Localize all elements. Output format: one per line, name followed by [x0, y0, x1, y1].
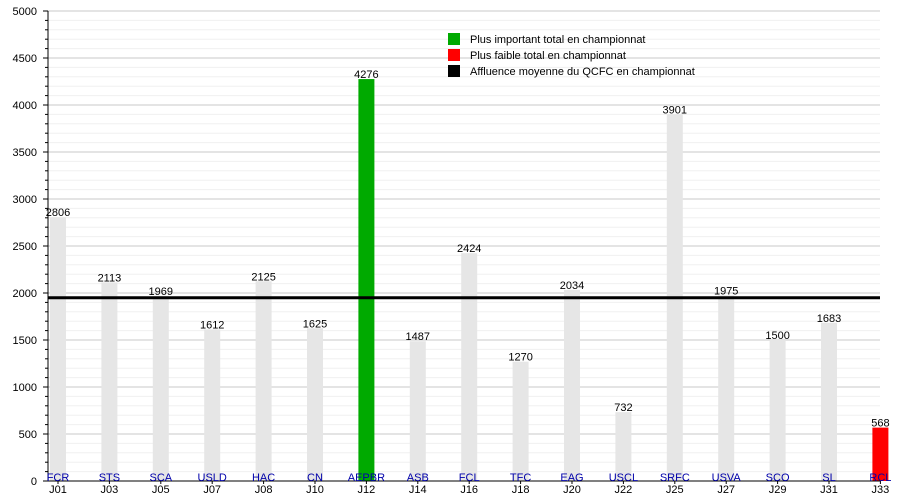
team-label: RCL — [869, 472, 891, 484]
matchday-label: J33 — [872, 484, 890, 496]
matchday-label: J25 — [666, 484, 684, 496]
value-label: 568 — [871, 418, 889, 430]
team-label: CN — [307, 472, 323, 484]
bar-j14 — [409, 341, 426, 481]
matchday-label: J20 — [563, 484, 581, 496]
matchday-label: J01 — [49, 484, 67, 496]
team-label: STS — [99, 472, 120, 484]
team-label: FCL — [459, 472, 480, 484]
value-label: 1975 — [714, 285, 738, 297]
team-label: FCR — [47, 472, 70, 484]
legend-label: Affluence moyenne du QCFC en championnat — [470, 66, 695, 78]
matchday-label: J05 — [152, 484, 170, 496]
value-label: 4276 — [354, 69, 378, 81]
matchday-label: J22 — [615, 484, 633, 496]
bar-j31 — [821, 322, 837, 481]
matchday-label: J31 — [820, 484, 838, 496]
team-label: SRFC — [660, 472, 690, 484]
matchday-label: J10 — [306, 484, 324, 496]
bar-j22 — [615, 412, 632, 481]
value-label: 1500 — [765, 330, 789, 342]
team-label: EAG — [560, 472, 583, 484]
bar-j18 — [512, 361, 529, 481]
value-label: 1625 — [303, 318, 327, 330]
matchday-label: J18 — [512, 484, 530, 496]
matchday-label: J29 — [769, 484, 787, 496]
y-tick-label: 0 — [31, 476, 37, 488]
team-label: HAC — [252, 472, 275, 484]
matchday-label: J03 — [101, 484, 119, 496]
team-label: SL — [822, 472, 835, 484]
value-label: 1969 — [149, 286, 173, 298]
y-tick-label: 2000 — [13, 288, 37, 300]
team-label: USCL — [609, 472, 638, 484]
value-label: 2034 — [560, 280, 584, 292]
bar-j05 — [152, 295, 169, 481]
y-tick-label: 4500 — [13, 53, 37, 65]
bar-j08 — [255, 281, 272, 481]
bar-j12 — [358, 79, 375, 481]
matchday-label: J27 — [717, 484, 735, 496]
value-label: 2125 — [251, 271, 275, 283]
matchday-label: J08 — [255, 484, 273, 496]
bars-layer — [50, 79, 889, 481]
bar-j03 — [101, 282, 118, 481]
bar-j27 — [718, 295, 735, 481]
legend-label: Plus important total en championnat — [470, 34, 646, 46]
bar-j20 — [564, 289, 580, 481]
team-label: ASB — [407, 472, 429, 484]
matchday-label: J12 — [358, 484, 376, 496]
team-label: USLD — [198, 472, 227, 484]
y-tick-label: 1000 — [13, 382, 37, 394]
value-label: 1683 — [817, 313, 841, 325]
value-label: 1487 — [406, 331, 430, 343]
team-label: USVA — [712, 472, 742, 484]
matchday-label: J07 — [203, 484, 221, 496]
legend-label: Plus faible total en championnat — [470, 50, 626, 62]
value-label: 1612 — [200, 319, 224, 331]
value-label: 2806 — [46, 207, 70, 219]
value-label: 732 — [614, 402, 632, 414]
team-label: SCA — [149, 472, 172, 484]
legend-swatch — [448, 49, 460, 61]
value-label: 1270 — [508, 352, 532, 364]
bar-j07 — [204, 329, 221, 481]
value-label: 3901 — [663, 104, 687, 116]
team-label: AEPBR — [348, 472, 385, 484]
y-tick-label: 3500 — [13, 147, 37, 159]
bar-j01 — [50, 217, 66, 481]
y-tick-label: 3000 — [13, 194, 37, 206]
bar-j10 — [307, 328, 323, 481]
legend-swatch — [448, 33, 460, 45]
bar-j16 — [461, 253, 478, 481]
y-tick-label: 5000 — [13, 6, 37, 18]
legend: Plus important total en championnat Plus … — [448, 33, 695, 78]
value-label: 2113 — [98, 272, 122, 284]
matchday-label: J16 — [460, 484, 478, 496]
axis-layer: 0 500 1000 1500 2000 2500 3000 3500 4000 4500 5000 — [13, 6, 881, 488]
value-label: 2424 — [457, 243, 481, 255]
y-tick-label: 1500 — [13, 335, 37, 347]
team-label: SCO — [766, 472, 790, 484]
legend-swatch — [448, 65, 460, 77]
y-tick-label: 500 — [19, 429, 37, 441]
team-label: TFC — [510, 472, 531, 484]
y-tick-label: 2500 — [13, 241, 37, 253]
y-tick-label: 4000 — [13, 100, 37, 112]
bar-j33 — [872, 427, 889, 481]
bar-j29 — [769, 340, 786, 481]
matchday-label: J14 — [409, 484, 427, 496]
